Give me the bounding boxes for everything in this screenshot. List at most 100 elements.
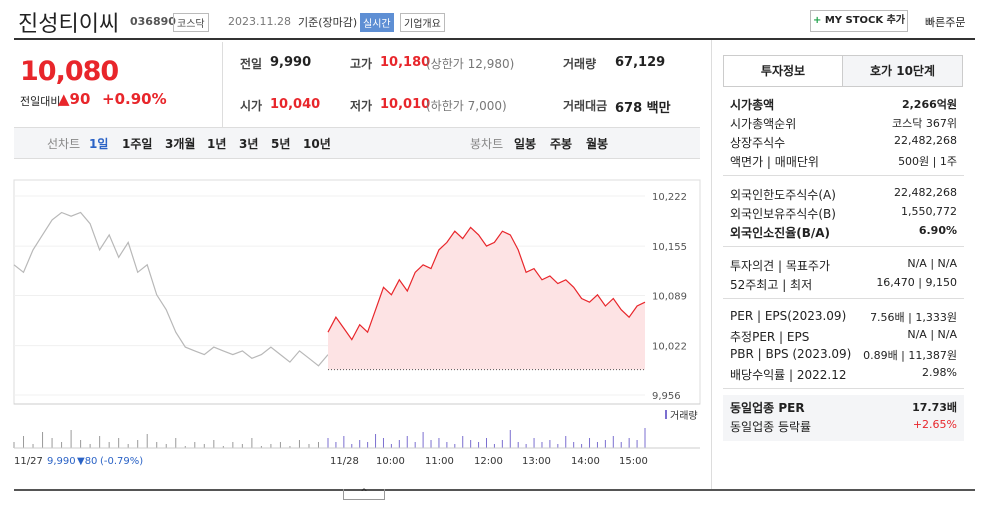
side-tab[interactable]: 호가 10단계 bbox=[842, 55, 963, 87]
side-divider bbox=[723, 175, 964, 176]
volume-bar bbox=[241, 444, 243, 448]
volume-bar bbox=[438, 438, 440, 448]
side-label: 추정PER | EPS bbox=[730, 330, 810, 344]
volume-bar bbox=[70, 430, 72, 448]
market-badge: 코스닥 bbox=[173, 13, 209, 32]
volume-bar bbox=[644, 428, 646, 448]
period-tab[interactable]: 5년 bbox=[271, 137, 291, 151]
prev-close: 9,990 bbox=[47, 456, 76, 467]
period-tab[interactable]: 3개월 bbox=[165, 137, 196, 151]
prev-change: ▼80 bbox=[77, 456, 97, 467]
side-value: 22,482,268 bbox=[894, 134, 957, 147]
volume-bar bbox=[317, 442, 319, 448]
divider bbox=[222, 42, 223, 128]
volume-bar bbox=[289, 446, 291, 448]
volume-bar bbox=[486, 438, 487, 448]
volume-bar bbox=[517, 442, 519, 448]
volume-bar bbox=[118, 438, 120, 448]
volume-bar bbox=[462, 436, 464, 448]
volume-bar bbox=[549, 440, 551, 448]
volume-bar bbox=[414, 442, 416, 448]
side-label: 투자의견 | 목표주가 bbox=[730, 259, 830, 273]
volume-bar bbox=[194, 442, 196, 448]
my-stock-button[interactable]: + MY STOCK 추가 bbox=[810, 10, 908, 32]
quote-label: 전일 bbox=[240, 57, 263, 71]
side-label: 52주최고 | 최저 bbox=[730, 278, 813, 292]
volume-bar bbox=[298, 440, 300, 448]
quote-label: 시가 bbox=[240, 99, 263, 113]
volume-bar bbox=[343, 436, 345, 448]
volume-bar bbox=[260, 446, 262, 448]
side-value: 2.98% bbox=[922, 366, 957, 379]
volume-bar bbox=[80, 440, 82, 448]
volume-bar bbox=[203, 444, 205, 448]
volume-bar bbox=[422, 432, 424, 448]
side-divider bbox=[723, 298, 964, 299]
x-tick-label: 12:00 bbox=[474, 456, 503, 467]
volume-bar bbox=[32, 444, 34, 448]
side-label: 외국인한도주식수(A) bbox=[730, 188, 836, 202]
volume-bar bbox=[251, 438, 253, 448]
side-bg bbox=[723, 395, 964, 441]
volume-bar bbox=[89, 444, 91, 448]
quick-order[interactable]: 빠른주문 bbox=[925, 16, 966, 29]
x-tick-label: 11/27 bbox=[14, 456, 43, 467]
volume-bar bbox=[127, 444, 129, 448]
volume-bar bbox=[61, 442, 63, 448]
side-divider bbox=[723, 388, 964, 389]
candle-tab[interactable]: 주봉 bbox=[550, 137, 573, 151]
volume-bar bbox=[382, 438, 384, 448]
side-value: 22,482,268 bbox=[894, 186, 957, 199]
volume-bar bbox=[232, 442, 234, 448]
side-value: N/A | N/A bbox=[907, 328, 957, 341]
realtime-badge[interactable]: 실시간 bbox=[360, 13, 394, 32]
volume-bar bbox=[557, 444, 559, 448]
volume-bar bbox=[23, 436, 25, 448]
plot-frame bbox=[13, 179, 701, 405]
side-value: 500원 | 1주 bbox=[898, 155, 957, 168]
volume-bar bbox=[175, 438, 177, 448]
collapse-button[interactable]: ^ bbox=[343, 489, 385, 500]
volume-bar bbox=[620, 442, 622, 448]
volume-bar bbox=[137, 440, 139, 448]
quote-label: 저가 bbox=[350, 99, 373, 113]
volume-bar bbox=[51, 438, 53, 448]
volume-bar bbox=[573, 442, 575, 448]
change-label: 전일대비 bbox=[20, 95, 61, 108]
quote-value: 67,129 bbox=[615, 55, 666, 70]
volume-label: 거래량 bbox=[670, 410, 698, 422]
legend-swatch bbox=[665, 410, 667, 419]
side-value: N/A | N/A bbox=[907, 257, 957, 270]
y-tick-label: 10,222 bbox=[652, 192, 687, 203]
volume-bar bbox=[589, 438, 591, 448]
side-divider bbox=[723, 246, 964, 247]
x-tick-label: 15:00 bbox=[619, 456, 648, 467]
volume-bar bbox=[108, 442, 110, 448]
volume-bar bbox=[308, 444, 310, 448]
date: 2023.11.28 bbox=[228, 15, 291, 28]
stock-code: 036890 bbox=[130, 15, 176, 28]
price-line bbox=[327, 226, 646, 341]
volume-bar bbox=[541, 442, 543, 448]
quote-extra: (하한가 7,000) bbox=[426, 99, 507, 113]
period-tab[interactable]: 1일 bbox=[89, 137, 109, 151]
candle-tab[interactable]: 월봉 bbox=[586, 137, 609, 151]
x-tick-label: 14:00 bbox=[571, 456, 600, 467]
period-tab[interactable]: 10년 bbox=[303, 137, 331, 151]
side-tab[interactable]: 투자정보 bbox=[723, 55, 843, 87]
chart: 10,222 10,155 10,089 10,022 9,956 거래량 11/27 11/… bbox=[13, 179, 701, 467]
side-label: 상장주식수 bbox=[730, 136, 786, 150]
divider bbox=[14, 38, 975, 40]
volume-bar bbox=[351, 444, 353, 448]
candle-tab[interactable]: 일봉 bbox=[514, 137, 537, 151]
volume-bar bbox=[581, 444, 583, 448]
side-value: 6.90% bbox=[918, 224, 957, 237]
volume-bar bbox=[367, 442, 369, 448]
quote-label: 거래량 bbox=[563, 57, 597, 71]
company-info[interactable]: 기업개요 bbox=[400, 13, 445, 32]
period-tab[interactable]: 1주일 bbox=[122, 137, 153, 151]
period-tab[interactable]: 3년 bbox=[239, 137, 259, 151]
period-tab[interactable]: 1년 bbox=[207, 137, 227, 151]
volume-bar bbox=[390, 444, 392, 448]
